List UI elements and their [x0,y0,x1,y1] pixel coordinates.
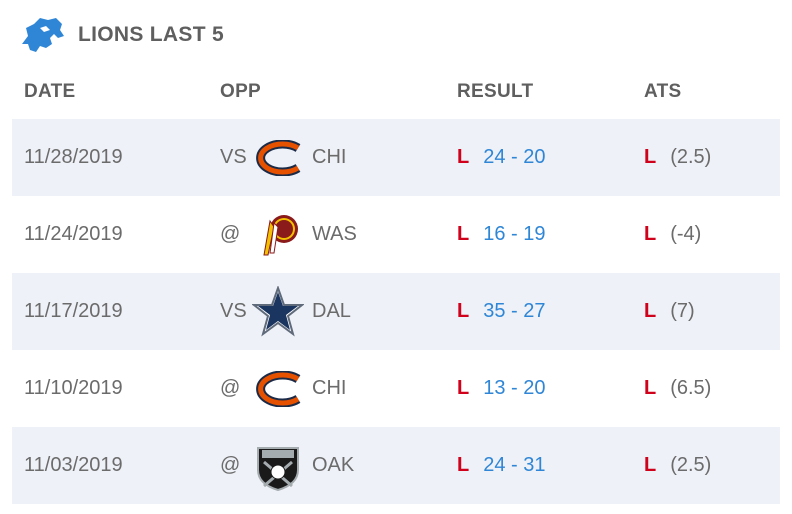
home-away-prefix: @ [220,223,241,245]
result-badge: L [457,300,470,322]
result-cell: L 13 - 20 [457,350,545,427]
ats-result-badge: L [644,146,657,168]
opponent-cell: VS DAL [220,273,351,350]
ats-line: (2.5) [670,454,712,476]
result-cell: L 16 - 19 [457,196,545,273]
table-row: 11/17/2019 VS DAL L 35 - 27 L (7) [12,273,780,350]
result-badge: L [457,146,470,168]
result-cell: L 24 - 20 [457,119,545,196]
ats-cell: L (7) [644,273,695,350]
game-date: 11/10/2019 [24,377,123,399]
game-date: 11/24/2019 [24,223,123,245]
ats-result-badge: L [644,454,657,476]
lions-logo-icon [22,18,64,52]
ats-cell: L (-4) [644,196,701,273]
opponent-name: CHI [312,146,347,168]
cowboys-logo-icon [252,285,304,337]
table-row: 11/28/2019 VS CHI L 24 - 20 L (2.5) [12,119,780,196]
result-badge: L [457,377,470,399]
score-link[interactable]: 24 - 20 [483,146,546,168]
ats-line: (-4) [670,223,702,245]
result-cell: L 24 - 31 [457,427,545,504]
result-badge: L [457,454,470,476]
games-table: 11/28/2019 VS CHI L 24 - 20 L (2.5) 11/2… [12,119,780,504]
opponent-name: WAS [312,223,357,245]
opponent-cell: @ CHI [220,350,346,427]
ats-result-badge: L [644,223,657,245]
opponent-cell: VS CHI [220,119,346,196]
opponent-name: OAK [312,454,355,476]
result-badge: L [457,223,470,245]
opponent-name: DAL [312,300,351,322]
score-link[interactable]: 24 - 31 [483,454,546,476]
ats-line: (7) [670,300,695,322]
opponent-name: CHI [312,377,347,399]
home-away-prefix: @ [220,377,241,399]
ats-line: (6.5) [670,377,712,399]
ats-cell: L (2.5) [644,119,711,196]
opponent-cell: @ OAK [220,427,354,504]
ats-cell: L (2.5) [644,427,711,504]
score-link[interactable]: 35 - 27 [483,300,546,322]
bears-logo-icon [256,139,301,176]
game-date: 11/03/2019 [24,454,123,476]
result-cell: L 35 - 27 [457,273,545,350]
score-link[interactable]: 13 - 20 [483,377,546,399]
table-row: 11/24/2019 @ WAS L 16 - 19 L (-4) [12,196,780,273]
column-header-result: RESULT [457,81,534,102]
column-header-ats: ATS [644,81,682,102]
ats-result-badge: L [644,377,657,399]
section-header: LIONS LAST 5 [18,14,224,56]
opponent-cell: @ WAS [220,196,357,273]
home-away-prefix: @ [220,454,241,476]
ats-result-badge: L [644,300,657,322]
raiders-logo-icon [257,446,299,491]
home-away-prefix: VS [220,146,247,168]
ats-line: (2.5) [670,146,712,168]
column-header-opp: OPP [220,81,262,102]
ats-cell: L (6.5) [644,350,711,427]
section-title: LIONS LAST 5 [78,23,224,46]
score-link[interactable]: 16 - 19 [483,223,546,245]
game-date: 11/17/2019 [24,300,123,322]
table-row: 11/03/2019 @ OAK L 24 - 31 L (2.5) [12,427,780,504]
game-date: 11/28/2019 [24,146,123,168]
bears-logo-icon [256,370,301,407]
home-away-prefix: VS [220,300,247,322]
column-header-date: DATE [24,81,76,102]
table-row: 11/10/2019 @ CHI L 13 - 20 L (6.5) [12,350,780,427]
redskins-logo-icon [263,214,298,255]
